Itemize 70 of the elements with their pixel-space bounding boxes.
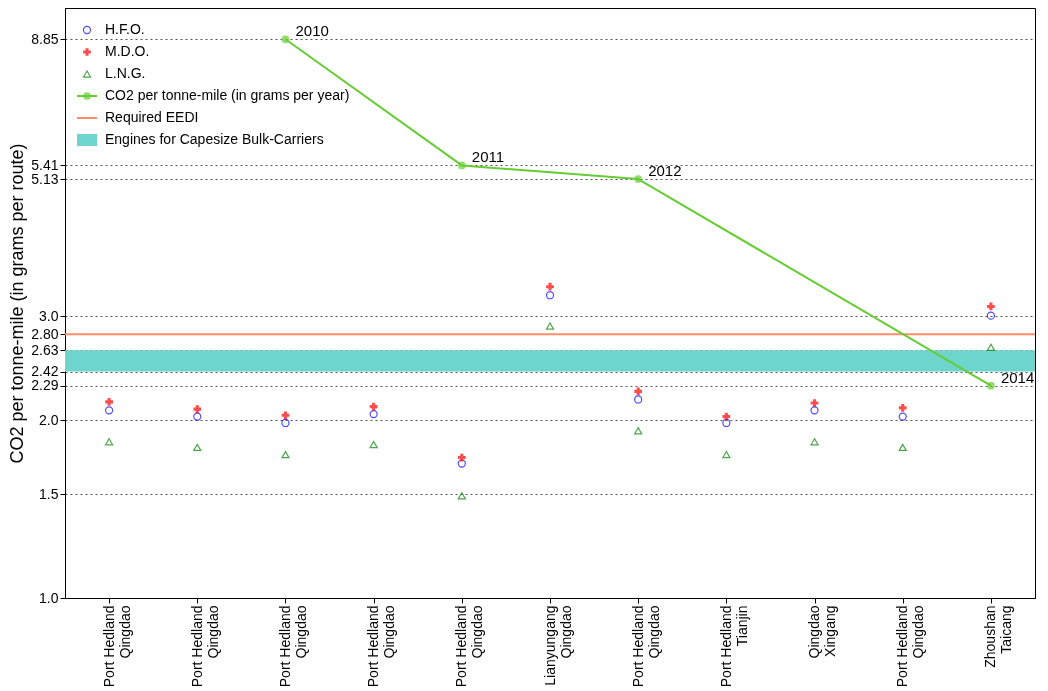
point — [281, 411, 290, 420]
point — [634, 395, 643, 404]
point — [986, 343, 996, 351]
point — [193, 412, 202, 421]
point — [281, 450, 290, 459]
x-tick-label: Port Hedland Qingdao — [100, 605, 133, 688]
point — [457, 492, 466, 500]
point — [722, 418, 731, 428]
point — [898, 443, 907, 452]
point — [369, 402, 378, 411]
point — [722, 450, 731, 459]
legend-label: Engines for Capesize Bulk-Carriers — [105, 131, 324, 147]
annotation: 2012 — [648, 162, 682, 180]
y-tick-label: 5.41 — [31, 156, 59, 173]
point — [545, 322, 555, 330]
x-tick-label: Port Hedland Qingdao — [629, 605, 662, 688]
point — [369, 440, 378, 449]
legend-label: H.F.O. — [105, 21, 145, 37]
x-tick-label: Zhoushan Taicang — [982, 605, 1015, 668]
point — [634, 427, 643, 435]
point — [457, 459, 466, 468]
y-axis-title: CO2 per tonne-mile (in grams per route) — [7, 143, 28, 464]
annotation: 2011 — [471, 148, 505, 166]
point — [193, 443, 202, 452]
y-tick-label: 1.5 — [39, 485, 59, 502]
point — [105, 397, 113, 406]
x-tick-label: Port Hedland Tianjin — [717, 605, 750, 688]
annotation: 2010 — [295, 22, 329, 40]
point — [369, 409, 378, 419]
y-tick-label: 2.80 — [31, 325, 59, 342]
y-tick-label: 2.63 — [31, 341, 59, 358]
legend-label: Required EEDI — [105, 109, 199, 125]
y-tick-label: 5.13 — [31, 170, 59, 187]
point — [281, 418, 290, 428]
point — [898, 404, 907, 412]
point — [898, 412, 907, 421]
point — [634, 175, 643, 183]
y-tick-label: 1.0 — [39, 589, 59, 606]
x-tick-label: Lianyungang Qingdao — [541, 605, 574, 686]
point — [457, 453, 466, 462]
y-tick-label: 2.29 — [31, 377, 59, 394]
x-tick-label: Port Hedland Qingdao — [276, 605, 309, 688]
x-tick-label: Qingdao Xingang — [806, 605, 839, 659]
x-tick-label: Port Hedland Qingdao — [894, 605, 927, 688]
point — [986, 311, 996, 320]
legend-label: CO2 per tonne-mile (in grams per year) — [105, 87, 350, 103]
point — [546, 282, 554, 291]
y-tick-label: 8.85 — [31, 30, 59, 47]
legend-label: M.D.O. — [105, 43, 150, 59]
point — [193, 405, 202, 413]
point — [457, 161, 466, 170]
point — [545, 291, 555, 300]
point — [722, 412, 731, 421]
point — [104, 438, 114, 446]
x-tick-label: Port Hedland Qingdao — [365, 605, 398, 688]
point — [810, 399, 819, 407]
point — [987, 381, 995, 390]
point — [810, 406, 819, 415]
point — [104, 406, 114, 415]
y-tick-label: 3.0 — [39, 308, 59, 324]
point — [987, 302, 995, 311]
y-tick-label: 2.42 — [31, 363, 59, 380]
legend-label: L.N.G. — [105, 65, 146, 81]
x-tick-label: Port Hedland Qingdao — [188, 605, 221, 688]
point — [281, 35, 290, 44]
point — [810, 438, 819, 446]
annotation: 2014 — [1000, 368, 1035, 386]
x-tick-label: Port Hedland Qingdao — [453, 605, 486, 688]
point — [634, 387, 643, 396]
y-tick-label: 2.0 — [39, 411, 59, 428]
